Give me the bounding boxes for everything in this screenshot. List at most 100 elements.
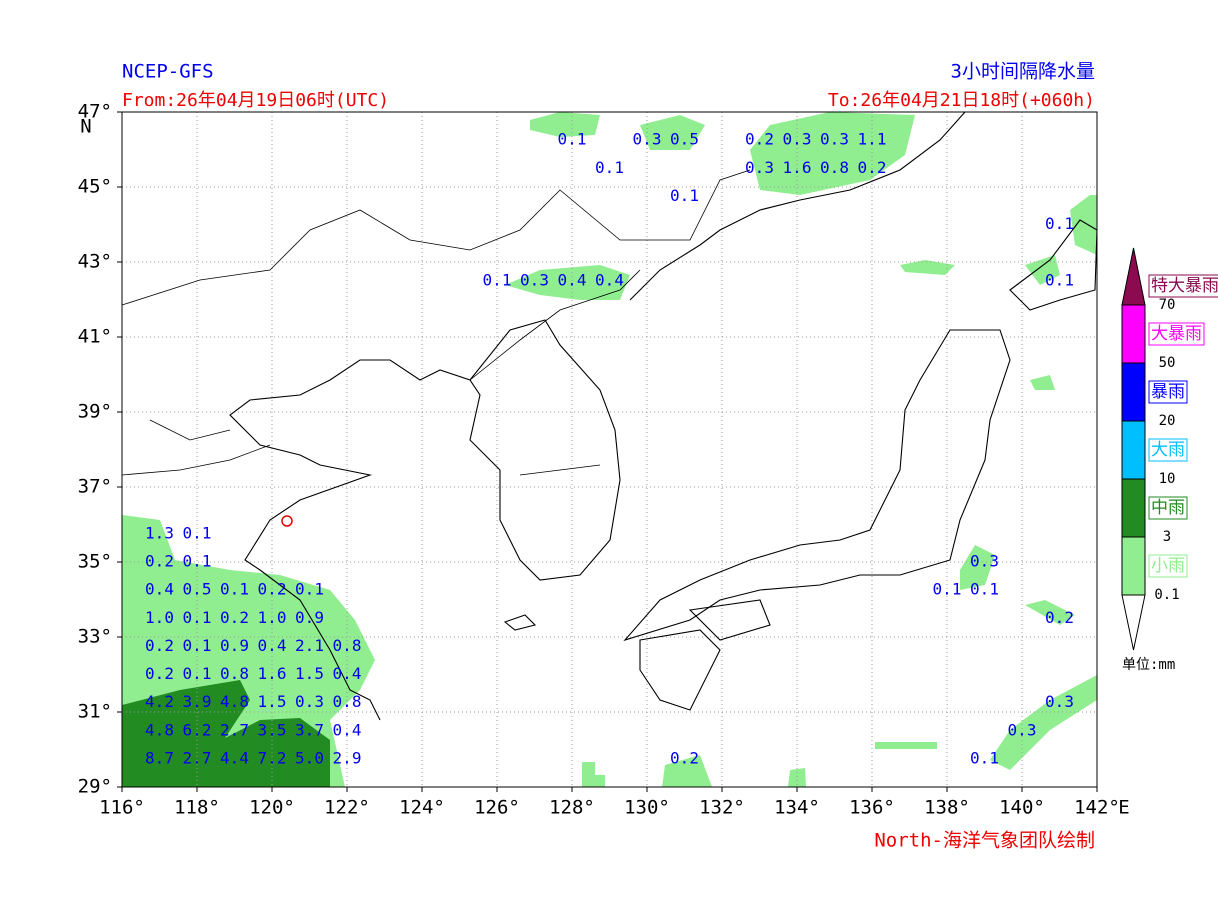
chart-title: 3小时间隔降水量 — [951, 61, 1095, 83]
precip-value: 0.3 — [783, 130, 812, 149]
precip-value: 0.1 — [483, 270, 512, 289]
precip-value: 1.0 — [145, 608, 174, 627]
precip-value: 0.1 — [183, 552, 212, 571]
precip-value: 0.2 — [1045, 608, 1074, 627]
legend-swatch — [1121, 478, 1146, 538]
precip-value: 0.1 — [933, 580, 962, 599]
legend-swatch — [1121, 420, 1146, 480]
legend-threshold: 20 — [1159, 413, 1176, 429]
precip-value: 0.8 — [820, 158, 849, 177]
precip-value: 0.4 — [333, 664, 362, 683]
precip-value: 0.5 — [183, 580, 212, 599]
precip-value: 0.1 — [220, 580, 249, 599]
precip-value: 0.4 — [145, 580, 174, 599]
x-tick-label: 120° — [249, 797, 295, 819]
map-frame — [121, 111, 1098, 788]
x-tick-label: 136° — [849, 797, 895, 819]
legend-label-box — [1148, 322, 1205, 346]
y-tick-label: 31° — [78, 701, 112, 723]
legend: 小雨 中雨 大雨 暴雨 大暴雨 特大暴雨 0.1 3 10 20 50 70 单位:mm — [1121, 247, 1218, 673]
precip-value: 0.1 — [183, 608, 212, 627]
precip-value: 0.3 — [820, 130, 849, 149]
precip-value: 0.4 — [558, 270, 587, 289]
precip-value: 0.1 — [183, 664, 212, 683]
city-marker — [281, 515, 293, 527]
precip-value: 0.3 — [1045, 692, 1074, 711]
precip-value: 4.8 — [145, 720, 174, 739]
legend-threshold: 70 — [1159, 297, 1176, 313]
y-tick-label: 37° — [78, 476, 112, 498]
precip-value: 0.8 — [333, 692, 362, 711]
precip-value: 1.6 — [783, 158, 812, 177]
legend-below — [1121, 594, 1146, 651]
precip-value: 0.1 — [670, 186, 699, 205]
precip-value: 0.3 — [633, 130, 662, 149]
coastlines — [122, 112, 1097, 721]
precip-value: 0.2 — [745, 130, 774, 149]
precip-value: 0.5 — [670, 130, 699, 149]
precip-value: 0.2 — [145, 664, 174, 683]
precip-value: 1.5 — [295, 664, 324, 683]
precip-value: 0.4 — [333, 720, 362, 739]
x-tick-label: 132° — [699, 797, 745, 819]
precip-value: 4.2 — [145, 692, 174, 711]
precip-value: 1.3 — [145, 523, 174, 542]
precip-value: 0.1 — [970, 748, 999, 767]
x-tick-label: 116° — [99, 797, 145, 819]
legend-threshold: 0.1 — [1154, 587, 1179, 603]
precip-value: 7.2 — [258, 748, 287, 767]
legend-label-box — [1148, 438, 1188, 462]
legend-label: 大雨 — [1151, 440, 1185, 460]
x-tick-label: 126° — [474, 797, 520, 819]
precip-value: 0.1 — [1045, 270, 1074, 289]
model-name: NCEP-GFS — [122, 61, 214, 83]
legend-label-box — [1148, 554, 1188, 578]
precip-value: 0.1 — [183, 636, 212, 655]
valid-time: To:26年04月21日18时(+060h) — [828, 90, 1095, 111]
precip-value: 1.0 — [258, 608, 287, 627]
legend-label-box — [1148, 496, 1188, 520]
precip-value: 2.1 — [295, 636, 324, 655]
legend-threshold: 10 — [1159, 471, 1176, 487]
legend-swatch — [1121, 304, 1146, 364]
precip-value: 0.2 — [145, 636, 174, 655]
legend-swatch — [1121, 536, 1146, 596]
y-tick-label: 43° — [78, 251, 112, 273]
precip-value: 0.1 — [1045, 214, 1074, 233]
precip-value: 2.9 — [333, 748, 362, 767]
precip-value: 3.5 — [258, 720, 287, 739]
legend-label: 中雨 — [1151, 498, 1185, 518]
graticule — [122, 112, 1097, 787]
init-time: From:26年04月19日06时(UTC) — [122, 90, 389, 111]
y-tick-label: 35° — [78, 551, 112, 573]
legend-swatch — [1121, 362, 1146, 422]
precip-values: 0.1 0.3 0.5 0.2 0.3 0.3 1.1 0.1 0.3 1.6 0.8 0.2 0.1 0… — [145, 130, 1074, 768]
legend-threshold: 3 — [1163, 529, 1171, 545]
precip-value: 0.1 — [183, 523, 212, 542]
precip-value: 0.3 — [970, 552, 999, 571]
legend-threshold: 50 — [1159, 355, 1176, 371]
precip-value: 0.1 — [970, 580, 999, 599]
legend-label: 小雨 — [1151, 556, 1185, 576]
precip-value: 0.1 — [595, 158, 624, 177]
precip-value: 3.9 — [183, 692, 212, 711]
precip-value: 4.8 — [220, 692, 249, 711]
legend-label: 特大暴雨 — [1151, 276, 1218, 296]
x-axis-unit: E — [1118, 797, 1129, 819]
precip-value: 0.9 — [220, 636, 249, 655]
x-tick-label: 118° — [174, 797, 220, 819]
legend-label: 大暴雨 — [1151, 324, 1202, 344]
precip-value: 0.1 — [558, 130, 587, 149]
precip-value: 1.6 — [258, 664, 287, 683]
legend-swatch — [1121, 247, 1146, 306]
precip-value: 2.7 — [183, 748, 212, 767]
y-tick-label: 45° — [78, 176, 112, 198]
precip-value: 0.8 — [220, 664, 249, 683]
y-tick-label: 33° — [78, 626, 112, 648]
x-tick-label: 134° — [774, 797, 820, 819]
legend-unit: 单位:mm — [1122, 657, 1175, 673]
legend-label-box — [1148, 274, 1218, 298]
precip-value: 0.2 — [220, 608, 249, 627]
precip-value: 8.7 — [145, 748, 174, 767]
